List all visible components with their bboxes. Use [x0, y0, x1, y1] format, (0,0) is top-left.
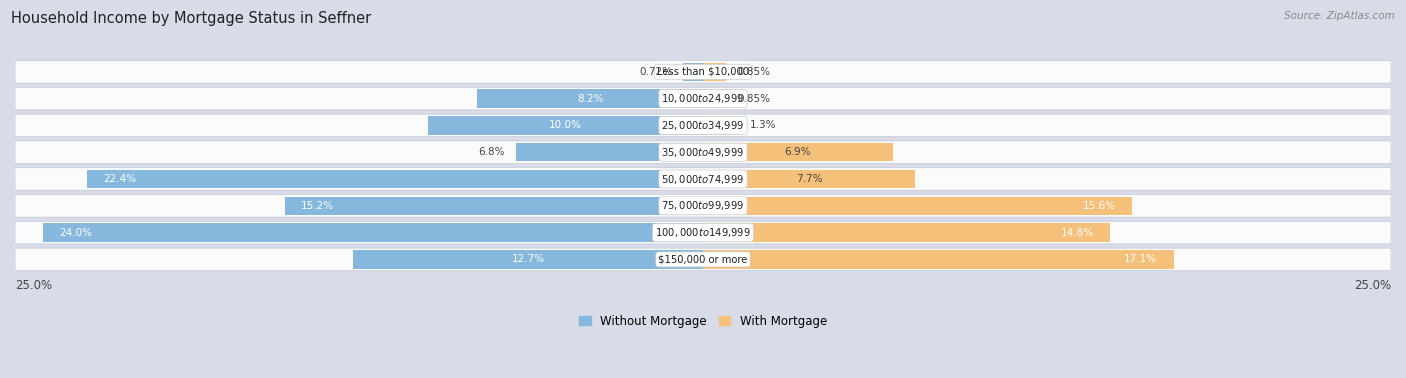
Text: $100,000 to $149,999: $100,000 to $149,999 [655, 226, 751, 239]
FancyBboxPatch shape [15, 87, 1391, 110]
Bar [703, 90, 727, 108]
Text: 0.85%: 0.85% [737, 94, 770, 104]
Text: 22.4%: 22.4% [103, 174, 136, 184]
Legend: Without Mortgage, With Mortgage: Without Mortgage, With Mortgage [579, 314, 827, 328]
Bar [516, 143, 703, 161]
Text: 17.1%: 17.1% [1123, 254, 1157, 264]
Bar [87, 170, 703, 188]
Bar [703, 116, 738, 135]
Text: 14.8%: 14.8% [1060, 228, 1094, 238]
FancyBboxPatch shape [15, 141, 1391, 163]
Text: 6.8%: 6.8% [478, 147, 505, 157]
Bar [703, 197, 1132, 215]
Text: $150,000 or more: $150,000 or more [658, 254, 748, 264]
Text: 0.72%: 0.72% [640, 67, 672, 77]
Text: $50,000 to $74,999: $50,000 to $74,999 [661, 172, 745, 186]
Text: $35,000 to $49,999: $35,000 to $49,999 [661, 146, 745, 159]
Text: 0.85%: 0.85% [737, 67, 770, 77]
Text: 15.6%: 15.6% [1083, 201, 1116, 211]
Text: 8.2%: 8.2% [576, 94, 603, 104]
Text: Less than $10,000: Less than $10,000 [657, 67, 749, 77]
Text: $25,000 to $34,999: $25,000 to $34,999 [661, 119, 745, 132]
FancyBboxPatch shape [15, 195, 1391, 217]
FancyBboxPatch shape [15, 60, 1391, 83]
Text: 12.7%: 12.7% [512, 254, 544, 264]
Bar [477, 90, 703, 108]
Bar [683, 63, 703, 81]
Text: 10.0%: 10.0% [548, 121, 582, 130]
Text: 24.0%: 24.0% [59, 228, 91, 238]
Bar [703, 223, 1111, 242]
Bar [703, 63, 727, 81]
Bar [284, 197, 703, 215]
FancyBboxPatch shape [15, 114, 1391, 137]
FancyBboxPatch shape [15, 168, 1391, 190]
Text: $10,000 to $24,999: $10,000 to $24,999 [661, 92, 745, 105]
Bar [427, 116, 703, 135]
Bar [703, 250, 1174, 268]
Text: Source: ZipAtlas.com: Source: ZipAtlas.com [1284, 11, 1395, 21]
Bar [42, 223, 703, 242]
FancyBboxPatch shape [15, 248, 1391, 271]
Text: 7.7%: 7.7% [796, 174, 823, 184]
Bar [703, 170, 915, 188]
Text: 25.0%: 25.0% [15, 279, 52, 292]
Text: Household Income by Mortgage Status in Seffner: Household Income by Mortgage Status in S… [11, 11, 371, 26]
Text: 25.0%: 25.0% [1354, 279, 1391, 292]
FancyBboxPatch shape [15, 222, 1391, 244]
Text: 1.3%: 1.3% [749, 121, 776, 130]
Text: $75,000 to $99,999: $75,000 to $99,999 [661, 199, 745, 212]
Bar [353, 250, 703, 268]
Text: 15.2%: 15.2% [301, 201, 335, 211]
Text: 6.9%: 6.9% [785, 147, 811, 157]
Bar [703, 143, 893, 161]
